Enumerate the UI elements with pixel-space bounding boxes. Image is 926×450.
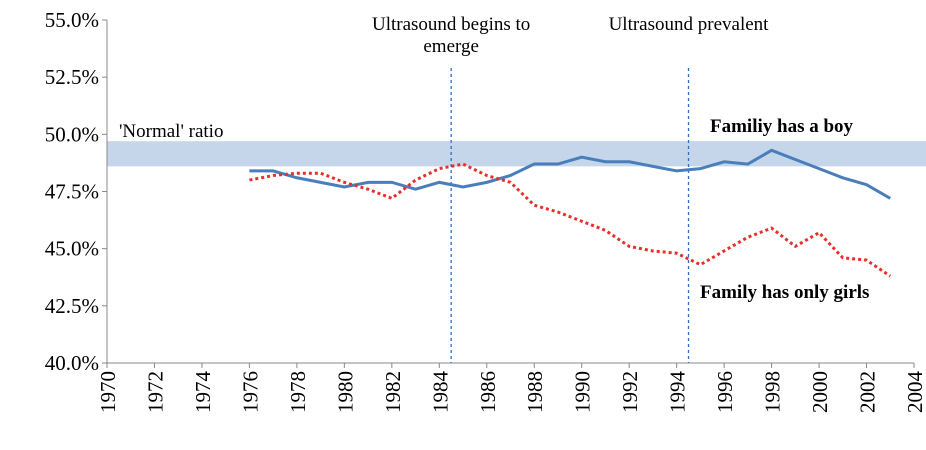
x-tick-label: 1986 [476, 371, 500, 413]
y-tick-label: 47.5% [45, 180, 99, 204]
series-label: Family has only girls [700, 282, 869, 303]
y-tick-label: 52.5% [45, 65, 99, 89]
y-tick-label: 55.0% [45, 8, 99, 32]
y-tick-label: 50.0% [45, 122, 99, 146]
x-tick-label: 1976 [238, 371, 262, 413]
x-tick-label: 1982 [381, 371, 405, 413]
x-tick-label: 1974 [191, 371, 215, 414]
y-tick-label: 40.0% [45, 351, 99, 375]
x-tick-label: 1988 [523, 371, 547, 413]
event-label: emerge [423, 36, 479, 57]
x-tick-label: 1984 [428, 371, 452, 414]
x-tick-label: 1972 [143, 371, 167, 413]
x-tick-label: 1980 [333, 371, 357, 413]
y-tick-label: 42.5% [45, 294, 99, 318]
x-tick-label: 2004 [903, 371, 926, 414]
event-label: Ultrasound prevalent [609, 14, 770, 35]
x-tick-label: 1970 [96, 371, 120, 413]
x-tick-label: 1996 [713, 371, 737, 413]
x-tick-label: 1990 [571, 371, 595, 413]
x-tick-label: 2002 [856, 371, 880, 413]
series-line [249, 162, 892, 278]
series-label: Familiy has a boy [710, 116, 854, 137]
x-tick-label: 2000 [808, 371, 832, 413]
normal-band [107, 141, 926, 167]
band-label: 'Normal' ratio [119, 121, 223, 142]
event-label: Ultrasound begins to [372, 14, 530, 35]
x-tick-label: 1992 [618, 371, 642, 413]
x-tick-label: 1998 [761, 371, 785, 413]
y-tick-label: 45.0% [45, 237, 99, 261]
x-tick-label: 1994 [666, 371, 690, 414]
x-tick-label: 1978 [286, 371, 310, 413]
